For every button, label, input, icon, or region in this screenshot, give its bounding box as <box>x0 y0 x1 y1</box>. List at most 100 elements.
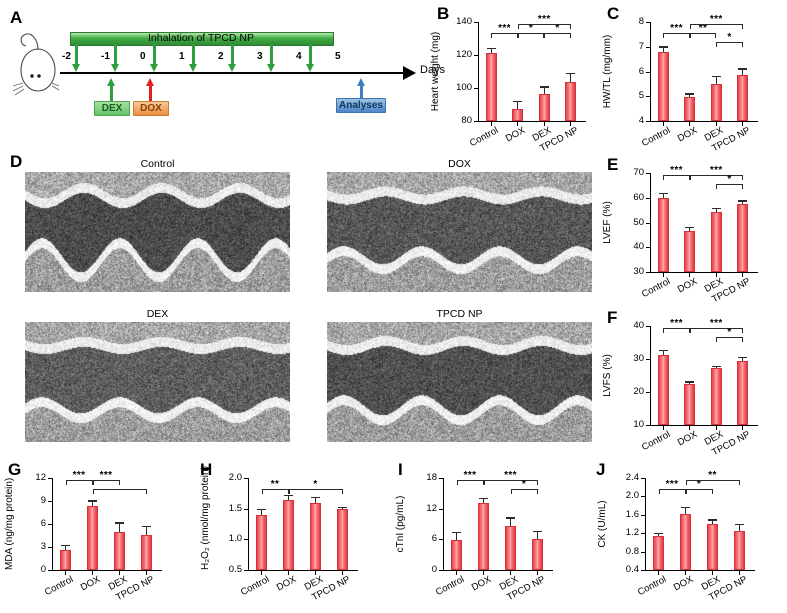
panel-i-label: I <box>398 460 403 479</box>
error-bar-cap <box>142 525 151 527</box>
error-bar <box>91 500 94 507</box>
y-tick-mark <box>641 570 645 571</box>
significance-bracket-0 <box>663 175 690 180</box>
y-tick-label-2: 6 <box>40 518 46 529</box>
x-tick-mark <box>685 571 686 575</box>
panel-c-label: C <box>607 4 620 23</box>
dox-tag: DOX <box>133 101 169 116</box>
error-bar-cap <box>658 46 668 48</box>
bar-tpcd-np <box>565 82 577 121</box>
y-tick-mark <box>646 121 650 122</box>
error-bar-cap <box>708 519 717 521</box>
significance-label-1: *** <box>709 318 723 329</box>
error-bar-cap <box>685 93 695 95</box>
error-bar <box>314 497 317 504</box>
y-tick-mark <box>646 326 650 327</box>
x-tick-mark <box>119 571 120 575</box>
error-bar-cap <box>658 192 668 195</box>
y-tick-label-2: 50 <box>633 216 644 228</box>
x-tick-mark <box>570 122 572 126</box>
significance-bracket-2 <box>510 489 538 494</box>
significance-bracket-0 <box>456 480 484 485</box>
y-tick-label-5: 2.4 <box>625 472 639 483</box>
x-tick-mark <box>261 571 262 575</box>
y-tick-mark <box>641 478 645 479</box>
x-tick-mark <box>483 571 484 575</box>
y-axis <box>52 478 54 571</box>
significance-label-2: * <box>555 23 560 34</box>
bar-dox <box>684 97 696 121</box>
significance-label-1: * <box>528 23 534 34</box>
x-tick-mark <box>315 571 316 575</box>
y-tick-label-4: 2.0 <box>625 490 639 502</box>
y-tick-label-0: 4 <box>638 115 644 126</box>
error-bar-cap <box>486 47 496 49</box>
error-bar-cap <box>711 208 721 210</box>
error-bar-cap <box>115 522 124 524</box>
significance-label-1: ** <box>698 23 708 34</box>
significance-bracket-0 <box>261 489 289 494</box>
x-tick-mark <box>742 426 744 430</box>
echo-image-1 <box>327 172 592 292</box>
significance-label-3: *** <box>537 14 551 25</box>
bar-dex <box>538 93 550 121</box>
y-tick-mark <box>48 570 52 571</box>
inhalation-period-label: Inhalation of TPCD NP <box>147 32 255 44</box>
y-tick-label-0: 80 <box>461 115 472 126</box>
error-bar <box>482 497 485 503</box>
y-axis-title: CK (U/mL) <box>597 500 608 548</box>
y-tick-label-0: 0 <box>431 564 437 575</box>
significance-label-2: ** <box>708 470 717 481</box>
bar-control <box>255 515 268 570</box>
y-tick-mark <box>48 501 52 502</box>
significance-bracket-1 <box>689 175 743 180</box>
significance-bracket-1 <box>685 489 713 494</box>
panel-a-timeline: A Inhalation of TPCD NP Days -2 -1 0 1 2 3 4 5 … <box>0 0 445 150</box>
y-tick-mark <box>474 121 478 122</box>
error-bar-cap <box>61 544 70 546</box>
error-bar-cap <box>539 86 549 88</box>
bar-control <box>450 540 463 570</box>
echo-title-0: Control <box>140 158 175 170</box>
mouse-illustration <box>12 33 60 96</box>
x-tick-mark <box>658 571 659 575</box>
x-tick-mark <box>689 122 691 126</box>
panel-a-label: A <box>10 8 23 27</box>
bar-dox <box>477 502 490 570</box>
y-tick-label-1: 0.8 <box>625 545 639 557</box>
error-bar <box>689 226 691 232</box>
y-tick-mark <box>244 508 248 510</box>
bar-dex <box>706 524 719 570</box>
error-bar <box>517 101 519 109</box>
x-tick-mark <box>537 571 538 575</box>
analyses-tag: Analyses <box>336 98 386 113</box>
significance-label-1: *** <box>99 470 113 481</box>
x-tick-mark <box>715 122 717 126</box>
error-bar-cap <box>452 532 461 534</box>
error-bar-cap <box>311 497 320 499</box>
error-bar-cap <box>681 506 690 509</box>
timeline-tick-1: -1 <box>101 51 110 62</box>
echo-title-3: TPCD NP <box>436 308 483 320</box>
error-bar <box>657 532 660 536</box>
x-tick-mark <box>715 426 717 430</box>
timeline-tick-4: 2 <box>218 51 224 62</box>
bar-control <box>657 354 669 425</box>
y-tick-label-1: 5 <box>638 90 644 102</box>
significance-bracket-2 <box>92 489 147 494</box>
error-bar <box>118 522 121 532</box>
error-bar-cap <box>738 68 748 70</box>
x-tick-mark <box>92 571 93 575</box>
error-bar-cap <box>533 530 542 532</box>
y-tick-mark <box>646 392 650 393</box>
significance-label-0: *** <box>463 470 477 481</box>
significance-label-0: *** <box>670 318 683 329</box>
significance-label-0: *** <box>670 23 683 34</box>
error-bar <box>742 68 744 75</box>
bar-dex <box>504 525 517 570</box>
error-bar <box>689 381 691 385</box>
bar-dox <box>512 108 524 121</box>
y-tick-mark <box>646 272 650 273</box>
